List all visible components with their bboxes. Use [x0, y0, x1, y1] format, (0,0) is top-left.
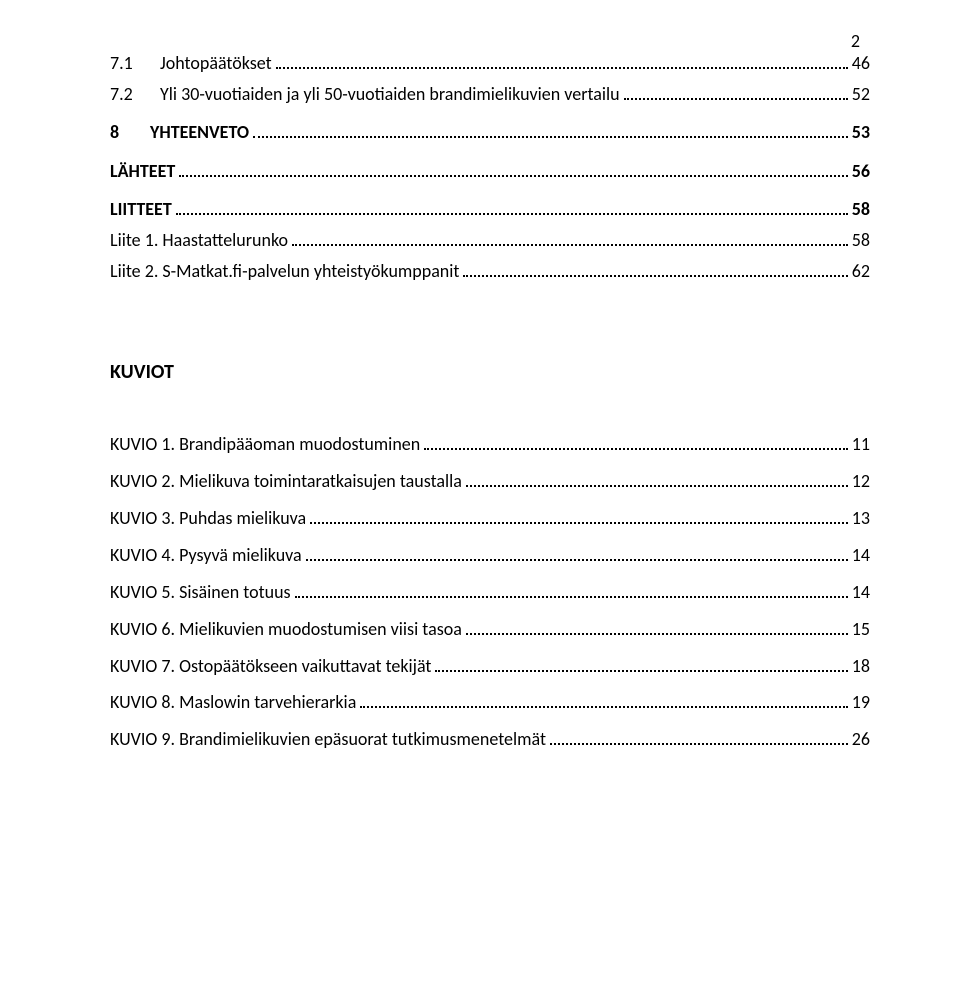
kuviot-entry: KUVIO 8. Maslowin tarvehierarkia 19 — [110, 684, 870, 721]
toc-leader — [466, 485, 848, 487]
kuviot-page: 11 — [852, 426, 870, 463]
toc-title: Yli 30-vuotiaiden ja yli 50-vuotiaiden b… — [160, 83, 620, 105]
toc-page: 46 — [852, 48, 870, 79]
toc-secnum: 7.2 — [110, 79, 160, 110]
toc-entry: Liite 2. S-Matkat.fi-palvelun yhteistyök… — [110, 256, 870, 287]
kuviot-entry: KUVIO 9. Brandimielikuvien epäsuorat tut… — [110, 721, 870, 758]
kuviot-page: 12 — [852, 463, 870, 500]
toc-leader — [306, 559, 848, 561]
toc-label: LÄHTEET — [110, 156, 175, 187]
toc-label: LIITTEET — [110, 194, 172, 225]
kuviot-label: KUVIO 4. Pysyvä mielikuva — [110, 537, 302, 574]
kuviot-page: 14 — [852, 537, 870, 574]
toc-page: 62 — [852, 256, 870, 287]
toc-label: 7.1Johtopäätökset — [110, 48, 272, 79]
kuviot-entry: KUVIO 4. Pysyvä mielikuva 14 — [110, 537, 870, 574]
toc-entry: Liite 1. Haastattelurunko 58 — [110, 225, 870, 256]
toc-entry: 7.2Yli 30-vuotiaiden ja yli 50-vuotiaide… — [110, 79, 870, 110]
kuviot-entry: KUVIO 3. Puhdas mielikuva 13 — [110, 500, 870, 537]
toc-section: 7.1Johtopäätökset 46 7.2Yli 30-vuotiaide… — [110, 48, 870, 286]
kuviot-entry: KUVIO 5. Sisäinen totuus 14 — [110, 574, 870, 611]
toc-leader — [550, 743, 848, 745]
toc-leader — [253, 136, 848, 138]
toc-leader — [292, 244, 848, 246]
toc-page: 58 — [852, 225, 870, 256]
page-number: 2 — [851, 30, 860, 52]
toc-entry: 7.1Johtopäätökset 46 — [110, 48, 870, 79]
toc-leader — [360, 706, 847, 708]
toc-label: Liite 1. Haastattelurunko — [110, 225, 288, 256]
toc-secnum: 7.1 — [110, 48, 160, 79]
kuviot-label: KUVIO 6. Mielikuvien muodostumisen viisi… — [110, 611, 462, 648]
kuviot-entry: KUVIO 6. Mielikuvien muodostumisen viisi… — [110, 611, 870, 648]
toc-leader — [624, 98, 848, 100]
kuviot-page: 19 — [852, 684, 870, 721]
toc-leader — [424, 448, 848, 450]
kuviot-heading: KUVIOT — [110, 360, 870, 384]
toc-leader — [295, 596, 848, 598]
kuviot-label: KUVIO 9. Brandimielikuvien epäsuorat tut… — [110, 721, 546, 758]
kuviot-page: 15 — [852, 611, 870, 648]
toc-leader — [466, 633, 848, 635]
kuviot-label: KUVIO 1. Brandipääoman muodostuminen — [110, 426, 420, 463]
document-page: 2 7.1Johtopäätökset 46 7.2Yli 30-vuotiai… — [0, 0, 960, 1000]
kuviot-page: 13 — [852, 500, 870, 537]
kuviot-label: KUVIO 8. Maslowin tarvehierarkia — [110, 684, 356, 721]
toc-leader — [310, 522, 848, 524]
kuviot-entry: KUVIO 2. Mielikuva toimintaratkaisujen t… — [110, 463, 870, 500]
kuviot-entry: KUVIO 7. Ostopäätökseen vaikuttavat teki… — [110, 648, 870, 685]
kuviot-label: KUVIO 7. Ostopäätökseen vaikuttavat teki… — [110, 648, 431, 685]
toc-leader — [435, 670, 847, 672]
toc-page: 56 — [852, 156, 870, 187]
toc-leader — [276, 67, 848, 69]
toc-page: 52 — [852, 79, 870, 110]
toc-title: YHTEENVETO — [150, 121, 249, 143]
kuviot-label: KUVIO 3. Puhdas mielikuva — [110, 500, 306, 537]
toc-leader — [176, 213, 848, 215]
toc-leader — [179, 175, 847, 177]
toc-page: 58 — [852, 194, 870, 225]
kuviot-entry: KUVIO 1. Brandipääoman muodostuminen 11 — [110, 426, 870, 463]
toc-title: Johtopäätökset — [160, 52, 272, 74]
toc-entry: 8YHTEENVETO 53 — [110, 117, 870, 148]
toc-entry: LÄHTEET 56 — [110, 156, 870, 187]
kuviot-label: KUVIO 5. Sisäinen totuus — [110, 574, 291, 611]
kuviot-page: 18 — [852, 648, 870, 685]
kuviot-label: KUVIO 2. Mielikuva toimintaratkaisujen t… — [110, 463, 462, 500]
toc-label: Liite 2. S-Matkat.fi-palvelun yhteistyök… — [110, 256, 459, 287]
toc-leader — [463, 275, 847, 277]
toc-label: 8YHTEENVETO — [110, 117, 249, 148]
kuviot-list: KUVIO 1. Brandipääoman muodostuminen 11 … — [110, 426, 870, 758]
toc-label: 7.2Yli 30-vuotiaiden ja yli 50-vuotiaide… — [110, 79, 620, 110]
toc-page: 53 — [852, 117, 870, 148]
kuviot-page: 14 — [852, 574, 870, 611]
kuviot-page: 26 — [852, 721, 870, 758]
toc-entry: LIITTEET 58 — [110, 194, 870, 225]
toc-secnum: 8 — [110, 117, 150, 148]
